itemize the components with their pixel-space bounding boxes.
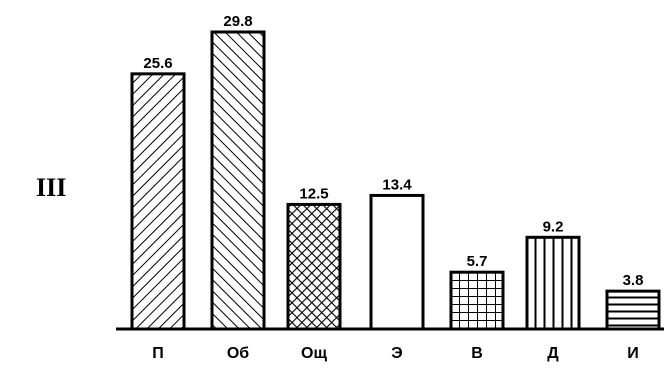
bar-4 [369,193,425,331]
bar-3 [286,202,342,331]
category-label: Э [391,345,402,362]
bar-value-label: 29.8 [223,13,252,30]
category-label: Об [227,345,249,362]
bar-7 [605,289,661,331]
bar-1 [130,72,186,331]
bar-2 [210,30,266,331]
bar-value-label: 12.5 [299,185,328,202]
bar-5 [449,270,505,331]
bar-value-label: 13.4 [382,176,412,193]
category-labels-group: П Об Ощ Э В Д И [152,345,639,362]
value-labels-group: 25.6 29.8 12.5 13.4 5.7 9.2 3.8 [143,13,643,289]
bar-value-label: 9.2 [543,218,564,235]
category-label: В [471,345,483,362]
bar-value-label: 5.7 [467,253,488,270]
category-label: И [627,345,639,362]
category-label: П [152,345,164,362]
bars-group [130,30,661,331]
bar-value-label: 25.6 [143,55,172,72]
category-label: Д [547,345,559,362]
panel-label: III [36,173,66,202]
category-label: Ощ [301,345,327,362]
bar-value-label: 3.8 [623,272,644,289]
bar-6 [525,235,581,331]
